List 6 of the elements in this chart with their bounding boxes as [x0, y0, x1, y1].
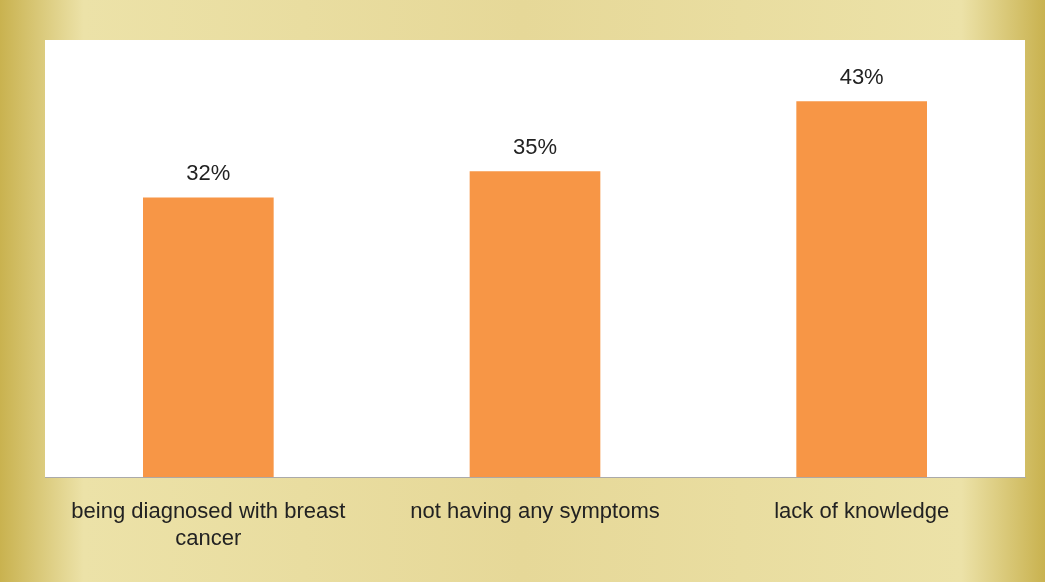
x-tick-label: not having any symptoms: [410, 498, 660, 524]
data-label: 32%: [186, 160, 231, 186]
x-tick-label: lack of knowledge: [774, 498, 950, 524]
data-label: 43%: [839, 64, 884, 90]
x-tick-label: being diagnosed with breast cancer: [71, 498, 346, 550]
data-label: 35%: [512, 134, 558, 160]
